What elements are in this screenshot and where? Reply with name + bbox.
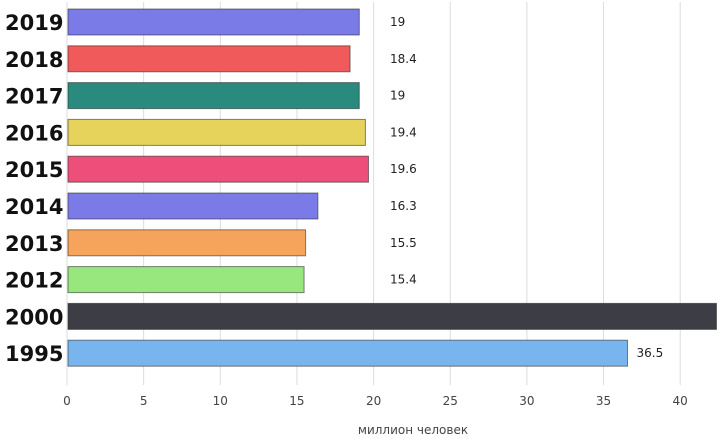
category-label: 2016	[5, 121, 63, 145]
value-label: 19.6	[390, 162, 417, 176]
category-label: 2019	[5, 11, 63, 35]
bar	[67, 302, 717, 330]
x-tick-label: 10	[213, 394, 228, 408]
category-label: 2015	[5, 158, 63, 182]
value-label: 36.5	[637, 346, 664, 360]
category-label: 2014	[5, 195, 63, 219]
category-label: 2018	[5, 48, 63, 72]
value-label: 19	[390, 89, 405, 103]
category-label: 2013	[5, 232, 63, 256]
x-tick-labels: 0 5 10 15 20 25 30 35 40	[63, 394, 688, 408]
x-axis-title: миллион человек	[358, 423, 468, 437]
bar	[67, 82, 360, 110]
bar	[67, 118, 366, 146]
category-label: 2017	[5, 85, 63, 109]
x-tick-label: 20	[366, 394, 381, 408]
x-tick-label: 25	[443, 394, 458, 408]
bar	[67, 155, 369, 183]
bar	[67, 45, 351, 73]
category-label: 2012	[5, 269, 63, 293]
x-tick-label: 0	[63, 394, 71, 408]
category-label: 1995	[5, 342, 63, 366]
value-label: 19.4	[390, 125, 417, 139]
bar	[67, 339, 629, 367]
category-labels: 2019 2018 2017 2016 2015 2014 2013 2012 2000 1995	[5, 11, 63, 366]
bar	[67, 8, 360, 36]
x-tick-label: 15	[289, 394, 304, 408]
bar	[67, 229, 307, 257]
value-label: 16.3	[390, 199, 417, 213]
x-tick-label: 30	[519, 394, 534, 408]
value-label: 15.5	[390, 236, 417, 250]
value-label: 19	[390, 15, 405, 29]
value-label: 18.4	[390, 52, 417, 66]
x-tick-label: 5	[140, 394, 148, 408]
bar	[67, 266, 305, 294]
value-label: 15.4	[390, 273, 417, 287]
category-label: 2000	[5, 305, 63, 329]
x-tick-label: 35	[596, 394, 611, 408]
bars	[67, 8, 717, 367]
bar	[67, 192, 319, 220]
x-tick-label: 40	[673, 394, 688, 408]
